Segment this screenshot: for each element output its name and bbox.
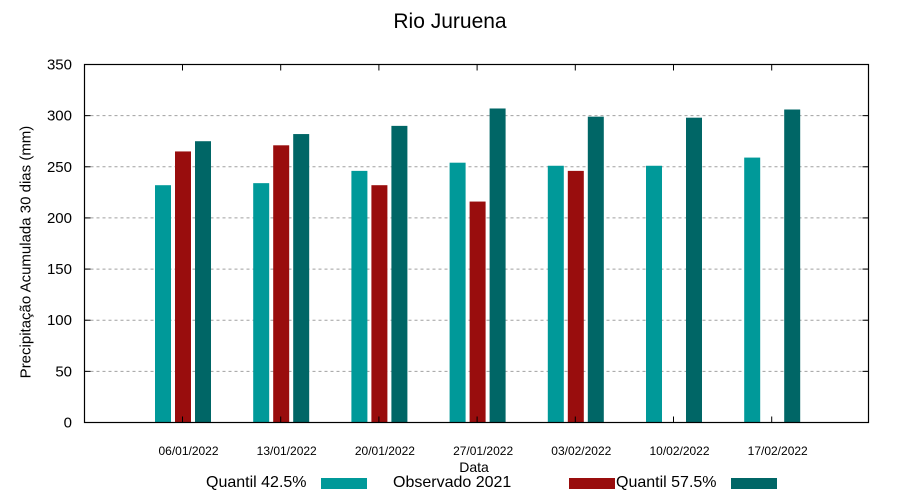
bar bbox=[489, 108, 506, 423]
bar bbox=[547, 165, 564, 423]
bar bbox=[273, 145, 290, 423]
bar bbox=[391, 125, 408, 423]
legend-label: Quantil 57.5% bbox=[616, 474, 717, 491]
legend-swatch bbox=[320, 477, 367, 489]
legend-swatch bbox=[569, 477, 616, 489]
x-tick-label: 17/02/2022 bbox=[748, 444, 808, 458]
bar bbox=[469, 201, 486, 423]
y-tick-label: 150 bbox=[47, 261, 72, 278]
bar bbox=[784, 109, 801, 423]
bar bbox=[587, 116, 604, 423]
bar bbox=[744, 157, 761, 423]
bar bbox=[195, 141, 211, 423]
bar bbox=[351, 170, 368, 423]
legend-item-observado: Observado 2021 bbox=[393, 474, 616, 492]
x-tick-label: 27/01/2022 bbox=[453, 444, 513, 458]
x-tick-label: 20/01/2022 bbox=[355, 444, 415, 458]
bar bbox=[646, 165, 662, 423]
x-axis-label: Data bbox=[459, 459, 489, 475]
legend-label: Quantil 42.5% bbox=[206, 474, 307, 491]
legend-swatch bbox=[730, 477, 777, 489]
bar bbox=[371, 185, 388, 423]
chart-title: Rio Juruena bbox=[393, 10, 507, 33]
x-tick-label: 06/01/2022 bbox=[158, 444, 218, 458]
x-tick-label: 13/01/2022 bbox=[257, 444, 317, 458]
legend-item-quantil-42: Quantil 42.5% bbox=[206, 474, 367, 492]
legend-item-quantil-57: Quantil 57.5% bbox=[616, 474, 777, 492]
y-tick-label: 300 bbox=[47, 108, 72, 125]
bar bbox=[175, 151, 191, 423]
bar bbox=[449, 162, 466, 423]
bars bbox=[155, 108, 801, 423]
y-tick-label: 250 bbox=[47, 159, 72, 176]
y-tick-label: 200 bbox=[47, 210, 72, 227]
x-tick-label: 03/02/2022 bbox=[551, 444, 611, 458]
bar bbox=[567, 170, 584, 423]
x-tick-label: 10/02/2022 bbox=[649, 444, 709, 458]
bar bbox=[293, 134, 310, 423]
plot-frame bbox=[83, 63, 870, 424]
y-tick-label: 0 bbox=[64, 415, 72, 432]
bar bbox=[155, 185, 171, 423]
axis-ticks: 0 50 100 150 200 250 300 350 06/01/2022 13/01/202… bbox=[47, 57, 869, 458]
legend-label: Observado 2021 bbox=[393, 474, 512, 491]
bar bbox=[253, 183, 270, 423]
y-tick-label: 100 bbox=[47, 312, 72, 329]
y-tick-label: 50 bbox=[55, 363, 72, 380]
bar bbox=[686, 117, 702, 423]
y-tick-label: 350 bbox=[47, 57, 72, 74]
y-axis-label: Precipitação Acumulada 30 dias (mm) bbox=[17, 125, 35, 379]
